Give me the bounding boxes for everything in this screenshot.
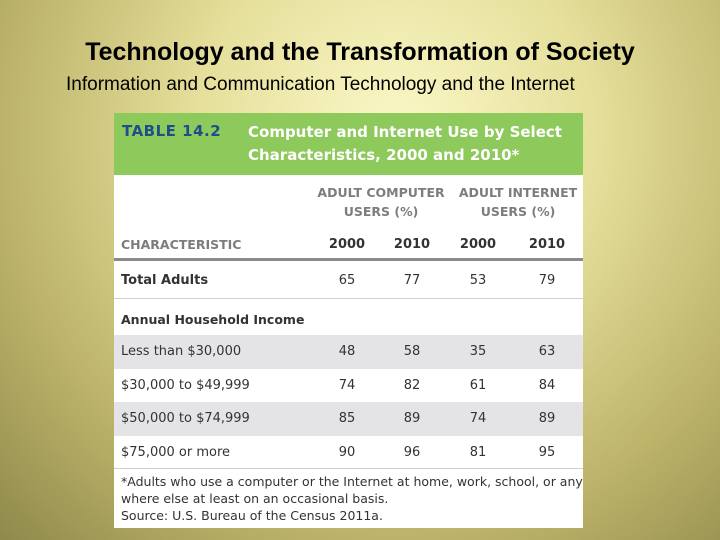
group-header-line: USERS (%) <box>480 204 556 219</box>
row-label: Total Adults <box>121 273 209 288</box>
table-title-line: Computer and Internet Use by Select <box>248 123 562 141</box>
table-cell: 65 <box>338 273 356 288</box>
table-cell: 77 <box>403 273 421 288</box>
column-header-characteristic: CHARACTERISTIC <box>121 237 242 252</box>
footnote-line: where else at least on an occasional bas… <box>121 491 389 506</box>
table-cell: 85 <box>338 411 356 426</box>
group-header-line: ADULT INTERNET <box>458 185 578 200</box>
table-cell: 82 <box>403 378 421 393</box>
table-cell: 95 <box>538 445 556 460</box>
slide-subtitle: Information and Communication Technology… <box>66 74 575 95</box>
table-cell: 58 <box>403 344 421 359</box>
table-cell: 48 <box>338 344 356 359</box>
table-cell: 35 <box>469 344 487 359</box>
table-cell: 96 <box>403 445 421 460</box>
table-header: TABLE 14.2 Computer and Internet Use by … <box>114 113 583 175</box>
table-cell: 84 <box>538 378 556 393</box>
group-header-line: USERS (%) <box>343 204 419 219</box>
table-cell: 89 <box>403 411 421 426</box>
source-note: Source: U.S. Bureau of the Census 2011a. <box>121 508 383 523</box>
column-header-computer-2010: 2010 <box>393 237 431 252</box>
section-label: Annual Household Income <box>121 312 305 327</box>
table-title: Computer and Internet Use by Select Char… <box>248 121 578 167</box>
table-cell: 74 <box>469 411 487 426</box>
column-header-internet-2010: 2010 <box>528 237 566 252</box>
table-footnote: *Adults who use a computer or the Intern… <box>121 473 583 524</box>
table-cell: 74 <box>338 378 356 393</box>
group-header-line: ADULT COMPUTER <box>317 185 445 200</box>
group-header-internet: ADULT INTERNET USERS (%) <box>453 183 583 221</box>
row-label: Less than $30,000 <box>121 344 242 359</box>
table-cell: 53 <box>469 273 487 288</box>
row-label: $30,000 to $49,999 <box>121 378 250 393</box>
row-label: $75,000 or more <box>121 445 230 460</box>
data-table: TABLE 14.2 Computer and Internet Use by … <box>114 113 583 528</box>
table-title-line: Characteristics, 2000 and 2010* <box>248 146 520 164</box>
table-row: $75,000 or more 90 96 81 95 <box>114 436 583 469</box>
table-cell: 81 <box>469 445 487 460</box>
table-cell: 61 <box>469 378 487 393</box>
group-header-computer: ADULT COMPUTER USERS (%) <box>316 183 446 221</box>
table-row: $30,000 to $49,999 74 82 61 84 <box>114 369 583 402</box>
table-cell: 90 <box>338 445 356 460</box>
table-number: TABLE 14.2 <box>122 122 222 140</box>
table-cell: 89 <box>538 411 556 426</box>
column-header-row: CHARACTERISTIC 2000 2010 2000 2010 <box>114 230 583 261</box>
table-row: $50,000 to $74,999 85 89 74 89 <box>114 402 583 436</box>
table-cell: 79 <box>538 273 556 288</box>
table-row: Less than $30,000 48 58 35 63 <box>114 335 583 369</box>
table-row-total: Total Adults 65 77 53 79 <box>114 261 583 299</box>
column-header-computer-2000: 2000 <box>328 237 366 252</box>
footnote-line: *Adults who use a computer or the Intern… <box>121 474 583 489</box>
section-row: Annual Household Income <box>114 299 583 334</box>
column-header-internet-2000: 2000 <box>459 237 497 252</box>
table-cell: 63 <box>538 344 556 359</box>
row-label: $50,000 to $74,999 <box>121 411 250 426</box>
slide-title: Technology and the Transformation of Soc… <box>85 38 635 66</box>
